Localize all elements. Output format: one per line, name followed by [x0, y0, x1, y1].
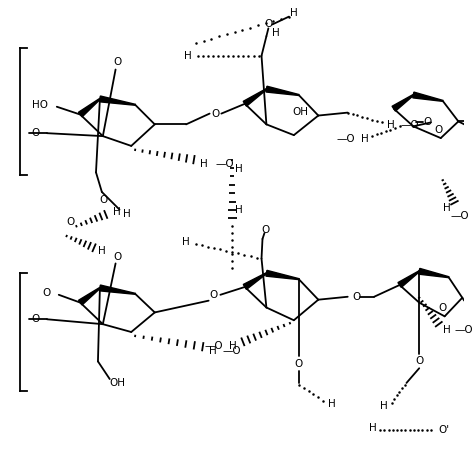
Text: O': O' — [439, 425, 450, 435]
Text: O: O — [100, 195, 108, 205]
Text: O: O — [423, 118, 431, 128]
Polygon shape — [100, 96, 135, 105]
Text: O: O — [435, 125, 443, 135]
Text: OH: OH — [292, 107, 309, 117]
Text: H: H — [235, 164, 243, 174]
Text: OH: OH — [109, 378, 126, 388]
Text: H: H — [380, 401, 388, 411]
Text: O: O — [113, 252, 122, 262]
Text: O: O — [66, 217, 74, 228]
Text: —O: —O — [401, 120, 419, 130]
Polygon shape — [413, 92, 443, 101]
Text: H: H — [443, 202, 450, 213]
Text: O: O — [31, 314, 39, 324]
Text: O: O — [210, 290, 218, 300]
Text: —O: —O — [455, 325, 473, 335]
Text: O: O — [211, 109, 219, 118]
Text: H: H — [200, 158, 208, 169]
Text: O: O — [353, 292, 361, 302]
Text: O: O — [261, 225, 270, 235]
Polygon shape — [79, 99, 100, 117]
Polygon shape — [79, 288, 100, 305]
Text: H: H — [273, 28, 280, 38]
Text: O: O — [43, 288, 51, 298]
Text: H: H — [113, 207, 120, 217]
Text: H: H — [235, 205, 243, 215]
Text: H: H — [443, 325, 450, 335]
Text: O: O — [415, 356, 423, 366]
Text: —O: —O — [216, 158, 234, 169]
Text: H: H — [98, 246, 106, 255]
Text: H: H — [123, 210, 131, 219]
Text: O: O — [264, 19, 273, 29]
Text: H: H — [184, 51, 192, 61]
Text: H: H — [209, 346, 216, 356]
Text: H: H — [229, 341, 237, 351]
Text: O: O — [295, 359, 303, 369]
Text: O: O — [113, 57, 122, 67]
Text: H: H — [387, 120, 395, 130]
Text: —O: —O — [205, 341, 223, 351]
Polygon shape — [419, 268, 449, 278]
Text: HO: HO — [32, 100, 48, 110]
Text: H: H — [369, 423, 377, 433]
Text: O: O — [438, 303, 447, 313]
Polygon shape — [243, 273, 267, 290]
Text: H: H — [361, 134, 368, 144]
Text: —O: —O — [451, 211, 469, 221]
Text: H: H — [290, 8, 298, 18]
Text: H: H — [328, 399, 336, 409]
Text: H: H — [182, 237, 190, 247]
Polygon shape — [392, 95, 414, 111]
Text: —O: —O — [337, 134, 356, 144]
Polygon shape — [266, 86, 299, 95]
Polygon shape — [398, 271, 419, 287]
Text: O: O — [31, 128, 39, 138]
Text: —O: —O — [222, 346, 241, 356]
Polygon shape — [266, 270, 299, 280]
Polygon shape — [100, 285, 135, 294]
Polygon shape — [243, 89, 267, 106]
